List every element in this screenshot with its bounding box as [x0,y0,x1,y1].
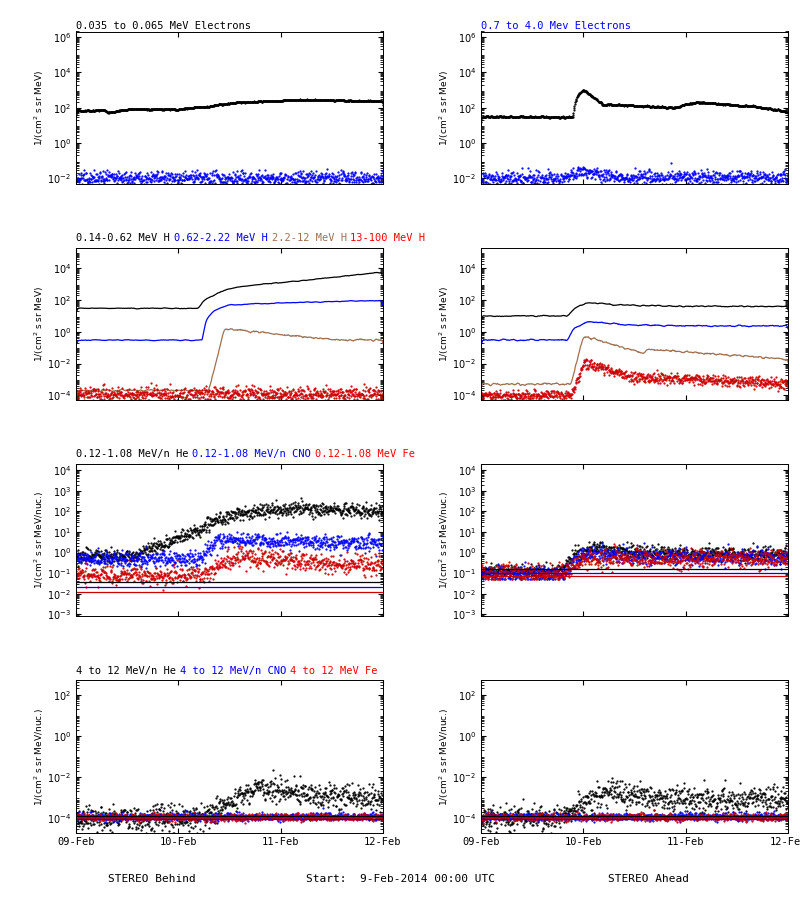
Text: 0.12-1.08 MeV/n He: 0.12-1.08 MeV/n He [76,449,189,460]
Y-axis label: 1/(cm$^2$ s sr MeV/nuc.): 1/(cm$^2$ s sr MeV/nuc.) [32,707,46,806]
Y-axis label: 1/(cm$^2$ s sr MeV): 1/(cm$^2$ s sr MeV) [438,69,451,146]
Text: 0.14-0.62 MeV H: 0.14-0.62 MeV H [76,233,170,243]
Y-axis label: 1/(cm$^2$ s sr MeV): 1/(cm$^2$ s sr MeV) [32,286,46,362]
Text: 0.7 to 4.0 Mev Electrons: 0.7 to 4.0 Mev Electrons [481,21,631,31]
Y-axis label: 1/(cm$^2$ s sr MeV): 1/(cm$^2$ s sr MeV) [33,69,46,146]
Text: STEREO Behind: STEREO Behind [108,874,196,884]
Y-axis label: 1/(cm$^2$ s sr MeV): 1/(cm$^2$ s sr MeV) [438,286,450,362]
Text: STEREO Ahead: STEREO Ahead [607,874,689,884]
Text: 0.035 to 0.065 MeV Electrons: 0.035 to 0.065 MeV Electrons [76,21,251,31]
Text: 4 to 12 MeV Fe: 4 to 12 MeV Fe [290,666,378,676]
Text: 0.12-1.08 MeV Fe: 0.12-1.08 MeV Fe [315,449,415,460]
Text: 2.2-12 MeV H: 2.2-12 MeV H [271,233,346,243]
Y-axis label: 1/(cm$^2$ s sr MeV/nuc.): 1/(cm$^2$ s sr MeV/nuc.) [32,491,46,590]
Text: 0.62-2.22 MeV H: 0.62-2.22 MeV H [174,233,267,243]
Text: 4 to 12 MeV/n CNO: 4 to 12 MeV/n CNO [180,666,286,676]
Text: 4 to 12 MeV/n He: 4 to 12 MeV/n He [76,666,176,676]
Text: 0.12-1.08 MeV/n CNO: 0.12-1.08 MeV/n CNO [193,449,311,460]
Y-axis label: 1/(cm$^2$ s sr MeV/nuc.): 1/(cm$^2$ s sr MeV/nuc.) [438,491,451,590]
Y-axis label: 1/(cm$^2$ s sr MeV/nuc.): 1/(cm$^2$ s sr MeV/nuc.) [438,707,450,806]
Text: 13-100 MeV H: 13-100 MeV H [350,233,426,243]
Text: Start:  9-Feb-2014 00:00 UTC: Start: 9-Feb-2014 00:00 UTC [306,874,494,884]
